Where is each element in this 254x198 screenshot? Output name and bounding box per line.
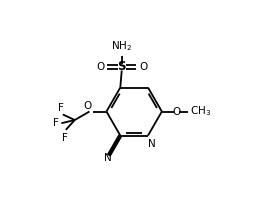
Text: N: N bbox=[148, 139, 156, 149]
Text: N: N bbox=[104, 153, 112, 163]
Text: F: F bbox=[58, 103, 64, 113]
Text: F: F bbox=[62, 132, 68, 143]
Text: O: O bbox=[96, 62, 104, 72]
Text: CH$_3$: CH$_3$ bbox=[190, 105, 212, 118]
Text: O: O bbox=[139, 62, 148, 72]
Text: O: O bbox=[84, 101, 92, 111]
Text: NH$_2$: NH$_2$ bbox=[111, 39, 132, 53]
Text: S: S bbox=[118, 60, 126, 73]
Text: O: O bbox=[172, 107, 180, 116]
Text: F: F bbox=[53, 118, 59, 128]
